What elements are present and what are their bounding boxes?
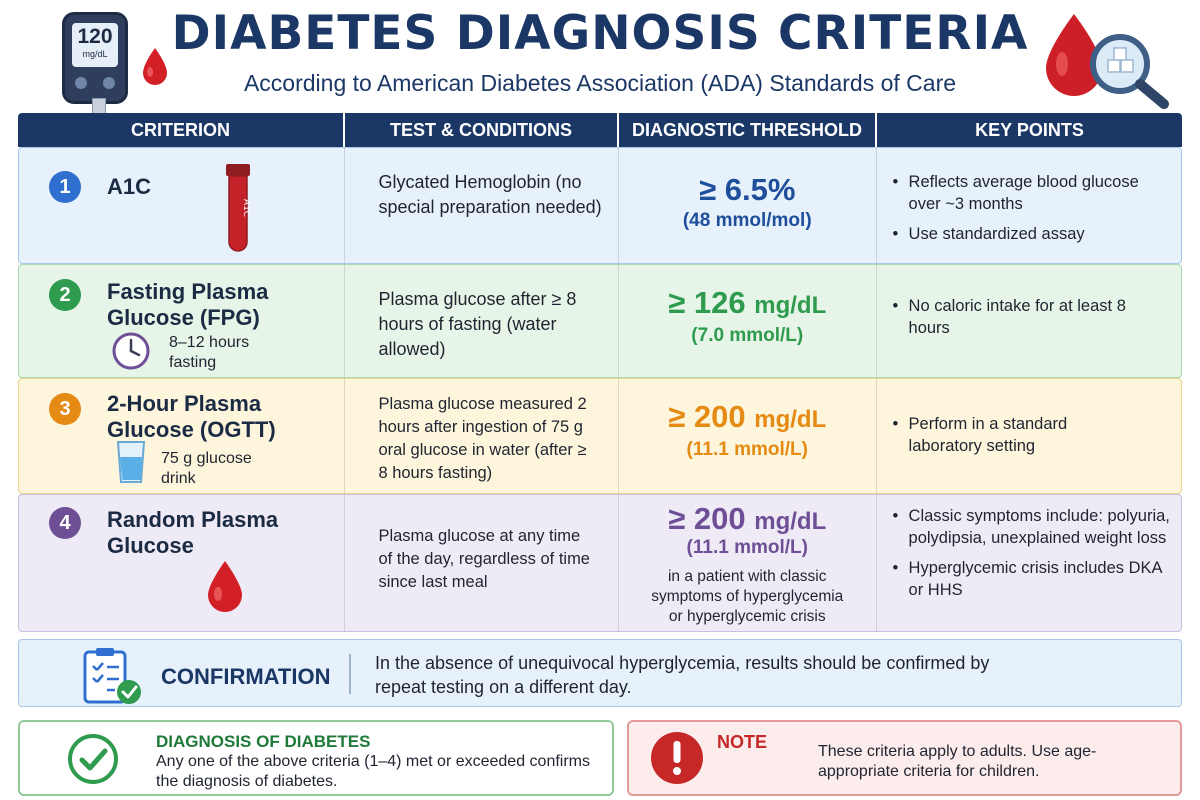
table-row: 1 A1C A1C Glycated Hemoglobin (no specia… [18,147,1182,264]
key-point: No caloric intake for at least 8 hours [891,295,1171,339]
test-description: Plasma glucose measured 2 hours after in… [378,395,587,482]
criterion-name: Random Plasma Glucose [107,507,279,558]
confirmation-banner: CONFIRMATION In the absence of unequivoc… [18,639,1182,707]
threshold-number: ≥ 126 [668,285,746,320]
test-description: Plasma glucose at any time of the day, r… [378,527,590,591]
test-cell: Plasma glucose at any time of the day, r… [345,495,619,631]
test-description: Glycated Hemoglobin (no special preparat… [378,172,602,217]
blood-drop-icon [1046,14,1102,96]
number-badge: 4 [49,507,81,539]
threshold-unit: mg/dL [754,292,827,319]
threshold-cell: ≥ 126 mg/dL (7.0 mmol/L) [619,265,877,377]
criterion-name: Fasting Plasma Glucose (FPG) [107,279,269,330]
criterion-detail: 8–12 hours fasting [169,334,250,371]
threshold-cell: ≥ 200 mg/dL (11.1 mmol/L) [619,379,877,493]
key-point: Classic symptoms include: polyuria, poly… [891,505,1171,549]
threshold-number: ≥ 200 [668,501,746,536]
key-points-cell: Reflects average blood glucose over ~3 m… [877,148,1181,263]
divider [349,654,351,694]
column-header: TEST & CONDITIONS [345,113,619,147]
note-title: NOTE [717,732,768,752]
confirmation-label: CONFIRMATION [161,664,331,689]
diagnosis-box: DIAGNOSIS OF DIABETES Any one of the abo… [18,720,614,796]
key-point: Perform in a standard laboratory setting [891,413,1091,457]
clipboard-check-icon [83,648,141,704]
threshold-secondary: (48 mmol/mol) [682,210,812,231]
key-point: Reflects average blood glucose over ~3 m… [891,171,1171,215]
diagnosis-title: DIAGNOSIS OF DIABETES [156,732,371,751]
test-description: Plasma glucose after ≥ 8 hours of fastin… [378,289,577,359]
criterion-cell: 4 Random Plasma Glucose [19,495,346,631]
criterion-cell: 3 2-Hour Plasma Glucose (OGTT) 75 g gluc… [19,379,346,493]
check-circle-icon [68,734,118,784]
column-header: DIAGNOSTIC THRESHOLD [619,113,877,147]
threshold-unit: mg/dL [754,406,827,433]
number-badge: 3 [49,393,81,425]
number-badge: 1 [49,171,81,203]
threshold-number: ≥ 200 [668,399,746,434]
criterion-cell: 2 Fasting Plasma Glucose (FPG) 8–12 hour… [19,265,346,377]
threshold-condition: in a patient with classic symptoms of hy… [651,568,844,625]
table-header: CRITERION TEST & CONDITIONS DIAGNOSTIC T… [18,113,1182,147]
threshold-value: ≥ 126 mg/dL [619,285,876,321]
blood-drop-icon [143,48,167,85]
test-cell: Plasma glucose after ≥ 8 hours of fastin… [345,265,619,377]
number-badge: 2 [49,279,81,311]
clock-icon [112,332,150,370]
criterion-cell: 1 A1C A1C [19,148,346,263]
criterion-name: 2-Hour Plasma Glucose (OGTT) [107,391,276,442]
key-points-cell: Perform in a standard laboratory setting [877,379,1181,493]
threshold-secondary: (7.0 mmol/L) [691,325,804,346]
exclamation-icon [651,732,703,784]
meter-unit: mg/dL [82,49,108,59]
test-tube-icon: A1C [226,164,251,252]
glucose-meter-icon: 120 mg/dL [62,12,128,104]
page-title: DIABETES DIAGNOSIS CRITERIA [171,6,1029,61]
threshold-value: ≥ 200 mg/dL [619,501,876,537]
key-points-cell: Classic symptoms include: polyuria, poly… [877,495,1181,631]
magnifier-glucose-icon [1090,34,1169,109]
test-cell: Glycated Hemoglobin (no special preparat… [345,148,619,263]
threshold-value: ≥ 200 mg/dL [619,399,876,435]
note-box: NOTE These criteria apply to adults. Use… [627,720,1182,796]
criteria-table: CRITERION TEST & CONDITIONS DIAGNOSTIC T… [18,113,1182,632]
tube-label: A1C [241,199,251,217]
criterion-name: A1C [107,174,152,199]
page-subtitle: According to American Diabetes Associati… [243,70,957,96]
key-point: Hyperglycemic crisis includes DKA or HHS [891,557,1171,601]
glass-icon [116,441,146,483]
column-header: KEY POINTS [975,120,1084,140]
threshold-secondary: (11.1 mmol/L) [686,439,808,460]
header: 120 mg/dL DIABETES DIAGNOSIS CRITERIA Ac… [0,0,1200,116]
table-row: 3 2-Hour Plasma Glucose (OGTT) 75 g gluc… [18,378,1182,494]
confirmation-text: In the absence of unequivocal hyperglyce… [375,653,990,697]
key-points-cell: No caloric intake for at least 8 hours [877,265,1181,377]
test-cell: Plasma glucose measured 2 hours after in… [345,379,619,493]
threshold-unit: mg/dL [754,508,827,535]
note-text: These criteria apply to adults. Use age-… [818,743,1097,780]
table-row: 2 Fasting Plasma Glucose (FPG) 8–12 hour… [18,264,1182,378]
column-header: CRITERION [18,113,345,147]
blood-drop-icon [208,561,242,612]
diagnosis-text: Any one of the above criteria (1–4) met … [156,753,590,790]
threshold-value: ≥ 6.5% [699,172,796,207]
meter-value: 120 [77,25,113,48]
key-point: Use standardized assay [891,223,1171,245]
criterion-detail: 75 g glucose drink [161,450,252,487]
threshold-cell: ≥ 6.5% (48 mmol/mol) [619,148,877,263]
threshold-cell: ≥ 200 mg/dL (11.1 mmol/L) in a patient w… [619,495,877,631]
threshold-secondary: (11.1 mmol/L) [686,537,808,558]
table-row: 4 Random Plasma Glucose Plasma glucose a… [18,494,1182,632]
